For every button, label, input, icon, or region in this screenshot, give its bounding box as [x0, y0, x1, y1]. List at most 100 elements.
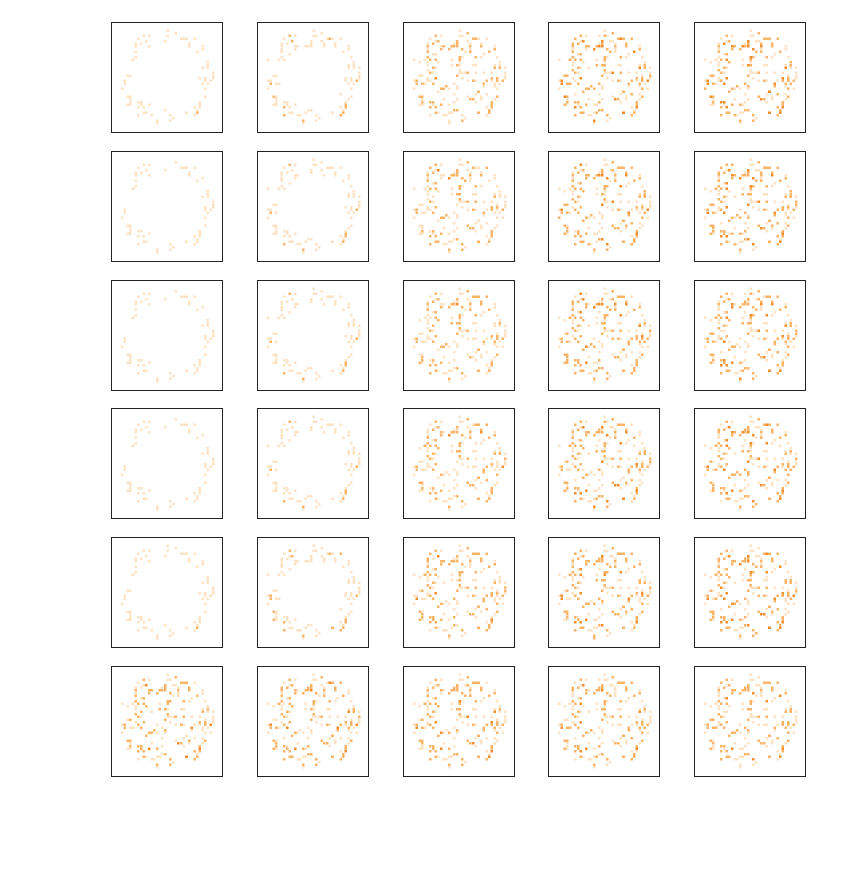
heatmap-cell [730, 562, 734, 566]
heatmap-cell [206, 576, 210, 579]
heatmap-cell [121, 473, 124, 477]
heatmap-cell [576, 581, 580, 584]
heatmap-cell [640, 589, 644, 592]
heatmap-cell [503, 332, 507, 335]
heatmap-cell [450, 174, 454, 177]
heatmap-cell [347, 340, 350, 343]
heatmap-cell [770, 484, 774, 487]
heatmap-cell [447, 497, 451, 500]
heatmap-cell [126, 739, 129, 743]
heatmap-cell [320, 715, 324, 719]
heatmap-cell [606, 592, 609, 595]
heatmap-cell [741, 240, 745, 243]
heatmap-cell [139, 557, 143, 561]
heatmap-cell [579, 240, 582, 243]
heatmap-cell [285, 744, 289, 748]
heatmap-cell [622, 37, 625, 40]
heatmap-cell [198, 489, 202, 493]
heatmap-cell [595, 63, 599, 67]
heatmap-cell [776, 607, 779, 611]
heatmap-cell [611, 160, 615, 164]
heatmap-cell [579, 77, 582, 80]
heatmap-cell [293, 678, 297, 682]
heatmap-cell [315, 420, 318, 424]
heatmap-cell [576, 200, 580, 204]
heatmap-cell [447, 433, 451, 437]
heatmap-cell [722, 597, 726, 600]
heatmap-cell [725, 702, 728, 705]
heatmap-cell [630, 423, 633, 426]
heatmap-cell [762, 63, 766, 67]
heatmap-cell [728, 605, 731, 608]
heatmap-cell [744, 340, 747, 343]
heatmap-cell [722, 452, 726, 455]
heatmap-cell [574, 37, 577, 40]
heatmap-cell [479, 560, 483, 563]
heatmap-cell [579, 568, 582, 571]
heatmap-cell [770, 227, 774, 230]
heatmap-cell [614, 171, 617, 175]
heatmap-cell [288, 235, 291, 238]
heatmap-cell [619, 441, 623, 445]
heatmap-cell [563, 319, 566, 322]
heatmap-cell [431, 171, 435, 175]
heatmap-cell [741, 747, 745, 751]
heatmap-cell [195, 179, 199, 183]
heatmap-cell [624, 184, 628, 188]
heatmap-cell [201, 195, 204, 198]
heatmap-cell [598, 340, 601, 343]
heatmap-cell [418, 232, 421, 236]
heatmap-cell [752, 505, 755, 508]
heatmap-cell [501, 594, 504, 598]
heatmap-cell [725, 678, 728, 682]
heatmap-cell [458, 321, 462, 325]
heatmap-cell [709, 332, 712, 335]
heatmap-cell [624, 171, 628, 175]
heatmap-cell [587, 372, 590, 375]
heatmap-cell [776, 681, 779, 684]
heatmap-cell [600, 602, 604, 606]
heatmap-cell [619, 321, 623, 325]
heatmap-cell [603, 292, 607, 296]
heatmap-cell [579, 592, 582, 595]
heatmap-cell [760, 557, 763, 561]
heatmap-cell [426, 584, 429, 587]
heatmap-cell [606, 634, 609, 637]
heatmap-cell [765, 441, 769, 445]
heatmap-cell [426, 303, 429, 306]
heatmap-cell [738, 562, 742, 566]
heatmap-cell [744, 478, 747, 482]
heatmap-cell [413, 87, 416, 91]
heatmap-cell [352, 576, 356, 579]
heatmap-cell [482, 200, 486, 204]
heatmap-cell [126, 481, 129, 485]
heatmap-cell [453, 229, 456, 233]
heatmap-cell [600, 63, 604, 67]
heatmap-cell [722, 195, 726, 198]
heatmap-cell [595, 707, 599, 711]
heatmap-cell [574, 615, 577, 619]
heatmap-cell [646, 731, 649, 735]
heatmap-cell [757, 168, 761, 172]
heatmap-cell [352, 726, 356, 729]
heatmap-cell [450, 303, 454, 306]
heatmap-cell [296, 758, 299, 761]
heatmap-cell [592, 497, 596, 500]
heatmap-cell [179, 707, 183, 711]
heatmap-cell [129, 747, 132, 751]
heatmap-cell [566, 203, 569, 206]
heatmap-cell [776, 79, 779, 83]
heatmap-cell [309, 237, 313, 241]
heatmap-cell [560, 208, 564, 212]
heatmap-cell [760, 694, 763, 698]
heatmap-cell [744, 560, 747, 563]
heatmap-cell [603, 190, 607, 193]
heatmap-cell [421, 726, 424, 729]
heatmap-cell [749, 713, 753, 716]
heatmap-cell [752, 457, 755, 461]
heatmap-cell [171, 374, 175, 378]
heatmap-cell [161, 726, 164, 729]
heatmap-cell [752, 200, 755, 204]
heatmap-cell [325, 552, 329, 555]
heatmap-cell [285, 232, 289, 236]
